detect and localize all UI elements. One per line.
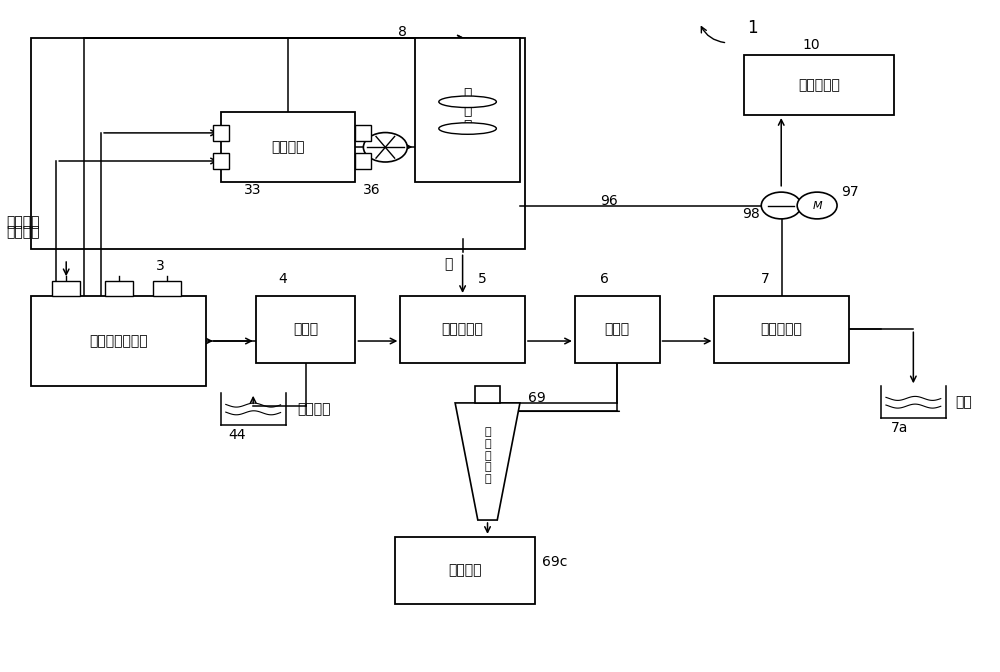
Bar [395,537,535,603]
Bar [744,55,894,115]
Circle shape [797,192,837,219]
Text: 冷
凝
塔: 冷 凝 塔 [463,87,472,133]
Circle shape [363,132,407,162]
Bar [415,38,520,182]
Bar [213,125,229,141]
Text: 97: 97 [841,185,859,199]
Text: 下水处理机: 下水处理机 [798,78,840,92]
Text: 6: 6 [600,272,609,286]
Ellipse shape [439,123,496,134]
Ellipse shape [439,96,496,108]
Text: 44: 44 [229,428,246,442]
Bar [31,38,525,249]
FancyArrowPatch shape [701,27,725,42]
Bar [400,296,525,363]
Bar [575,296,660,363]
Text: 10: 10 [802,38,820,52]
Text: 7: 7 [761,272,770,286]
Bar [475,386,500,403]
Text: 98: 98 [742,207,760,221]
Bar [105,281,133,296]
Text: 有机肥料: 有机肥料 [298,402,331,416]
Bar [355,125,371,141]
Text: 脱水机: 脱水机 [605,323,630,336]
Bar [153,281,181,296]
Text: 7a: 7a [891,421,908,435]
Bar [213,153,229,169]
Text: 回收容器: 回收容器 [448,563,482,577]
Text: 旋
风
分
离
器: 旋 风 分 离 器 [484,427,491,484]
Text: 69: 69 [528,390,546,405]
Text: 5: 5 [478,272,487,286]
Polygon shape [455,403,520,520]
Text: 清洗破碎机: 清洗破碎机 [442,323,484,336]
Bar [52,281,80,296]
Text: 8: 8 [398,24,407,38]
Bar [221,112,355,182]
Text: 振动筛分机: 振动筛分机 [761,323,803,336]
Text: 36: 36 [363,183,381,197]
Text: 包装食品: 包装食品 [6,215,40,229]
Text: M: M [812,200,822,210]
Text: 减压发酵干燥机: 减压发酵干燥机 [89,334,148,348]
Text: 包装食品: 包装食品 [6,225,40,239]
Text: 33: 33 [244,183,261,197]
Text: 96: 96 [600,194,617,208]
Bar [355,153,371,169]
Bar [31,296,206,386]
Bar [714,296,849,363]
Text: 69c: 69c [542,555,567,569]
Circle shape [761,192,801,219]
Text: 4: 4 [279,272,287,286]
Text: 残渣: 残渣 [956,395,972,409]
Text: 热交换器: 热交换器 [271,140,305,154]
Bar [256,296,355,363]
Text: 筛选机: 筛选机 [293,323,318,336]
Text: 1: 1 [747,19,758,37]
Text: 水: 水 [444,257,452,271]
Text: 3: 3 [156,259,165,273]
